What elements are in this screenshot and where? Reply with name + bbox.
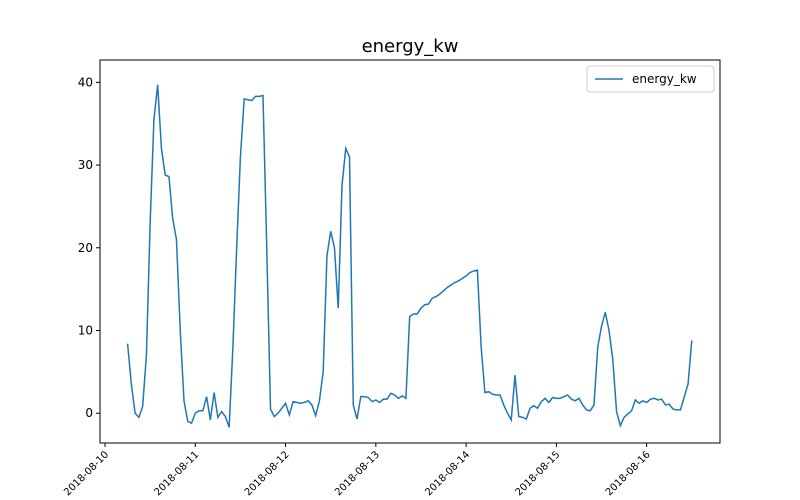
legend-label: energy_kw — [632, 72, 697, 86]
x-tick-label: 2018-08-11 — [153, 449, 202, 498]
x-tick-label: 2018-08-10 — [62, 449, 111, 498]
plot-area — [99, 59, 721, 444]
x-tick-label: 2018-08-16 — [604, 449, 653, 498]
y-tick-label: 40 — [78, 75, 93, 89]
x-tick-label: 2018-08-15 — [514, 449, 563, 498]
data-line — [126, 84, 693, 428]
x-tick-label: 2018-08-12 — [243, 449, 292, 498]
y-tick-label: 0 — [85, 406, 93, 420]
y-tick-label: 10 — [78, 323, 93, 337]
legend-box — [586, 65, 715, 93]
y-tick-label: 20 — [78, 241, 93, 255]
x-tick-label: 2018-08-14 — [423, 449, 472, 498]
x-tick-label: 2018-08-13 — [333, 449, 382, 498]
legend: energy_kw — [586, 65, 715, 93]
y-tick-label: 30 — [78, 158, 93, 172]
chart-title: energy_kw — [362, 36, 459, 57]
